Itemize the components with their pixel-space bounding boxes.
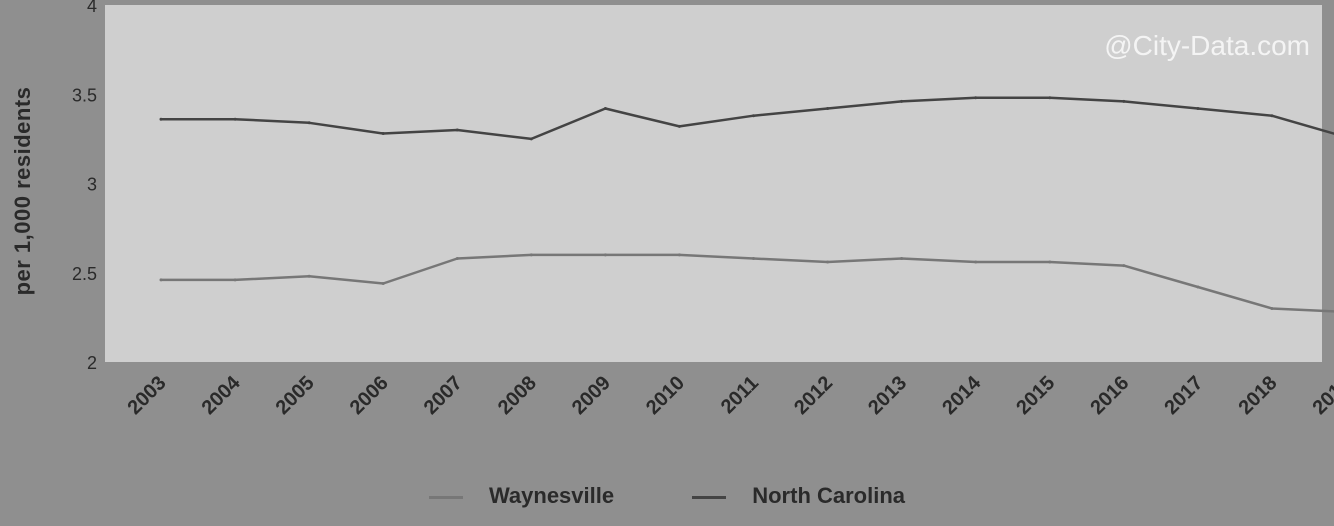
plot-area xyxy=(105,5,1322,362)
data-point-waynesville xyxy=(1196,285,1200,289)
x-tick-label: 2019 xyxy=(1309,372,1334,419)
data-point-waynesville xyxy=(1270,307,1274,310)
data-point-north-carolina xyxy=(307,121,311,125)
y-tick-label: 4 xyxy=(87,0,97,16)
y-tick-label: 3 xyxy=(87,175,97,195)
data-point-north-carolina xyxy=(233,117,237,121)
x-tick-label: 2013 xyxy=(864,372,911,419)
data-point-north-carolina xyxy=(1270,114,1274,118)
data-point-north-carolina xyxy=(900,99,904,103)
y-tick-label: 3.5 xyxy=(72,85,97,105)
legend-label-north-carolina: North Carolina xyxy=(752,483,906,508)
data-point-north-carolina xyxy=(603,107,607,110)
legend-label-waynesville: Waynesville xyxy=(488,483,615,508)
x-tick-label: 2015 xyxy=(1012,372,1059,419)
x-tick-label: 2017 xyxy=(1160,372,1207,419)
data-point-north-carolina xyxy=(1048,96,1052,100)
data-point-waynesville xyxy=(677,253,681,257)
data-point-waynesville xyxy=(826,260,830,264)
watermark-text: @City-Data.com xyxy=(1104,30,1310,61)
data-point-waynesville xyxy=(455,257,459,260)
data-point-waynesville xyxy=(307,274,311,278)
x-tick-label: 2010 xyxy=(642,372,689,419)
x-tick-label: 2004 xyxy=(198,371,246,419)
x-tick-label: 2012 xyxy=(790,372,837,419)
x-tick-label: 2005 xyxy=(272,372,319,419)
legend-item-north-carolina: North Carolina xyxy=(674,483,923,509)
data-point-north-carolina xyxy=(826,107,830,110)
x-tick-label: 2003 xyxy=(124,372,171,419)
data-point-waynesville xyxy=(233,278,237,282)
data-point-north-carolina xyxy=(159,117,163,121)
data-point-north-carolina xyxy=(455,128,459,132)
legend-item-waynesville: Waynesville xyxy=(411,483,632,509)
legend-swatch-waynesville xyxy=(428,495,463,499)
x-tick-label: 2009 xyxy=(568,372,615,419)
data-point-waynesville xyxy=(1048,260,1052,264)
data-point-north-carolina xyxy=(529,137,533,141)
legend-swatch-north-carolina xyxy=(692,495,727,499)
x-tick-label: 2007 xyxy=(420,372,467,419)
x-tick-label: 2014 xyxy=(938,371,986,419)
data-point-waynesville xyxy=(1122,264,1126,268)
data-point-waynesville xyxy=(974,260,978,264)
data-point-north-carolina xyxy=(381,132,385,135)
data-point-north-carolina xyxy=(752,114,755,118)
y-tick-label: 2 xyxy=(87,353,97,373)
x-tick-label: 2008 xyxy=(494,372,541,419)
data-point-north-carolina xyxy=(974,96,978,100)
data-point-waynesville xyxy=(900,257,904,260)
data-point-north-carolina xyxy=(1196,107,1200,110)
y-tick-label: 2.5 xyxy=(72,264,97,284)
data-point-waynesville xyxy=(529,253,533,257)
data-point-north-carolina xyxy=(677,124,681,128)
x-tick-label: 2016 xyxy=(1086,372,1133,419)
data-point-waynesville xyxy=(159,278,163,282)
y-axis-label: per 1,000 residents xyxy=(10,86,35,296)
data-point-waynesville xyxy=(752,257,755,260)
data-point-north-carolina xyxy=(1122,99,1126,103)
data-point-waynesville xyxy=(603,253,607,257)
x-tick-label: 2018 xyxy=(1234,372,1281,419)
legend: Waynesville North Carolina xyxy=(0,483,1334,509)
x-tick-label: 2006 xyxy=(346,372,393,419)
data-point-waynesville xyxy=(381,282,385,285)
x-tick-label: 2011 xyxy=(717,372,763,418)
